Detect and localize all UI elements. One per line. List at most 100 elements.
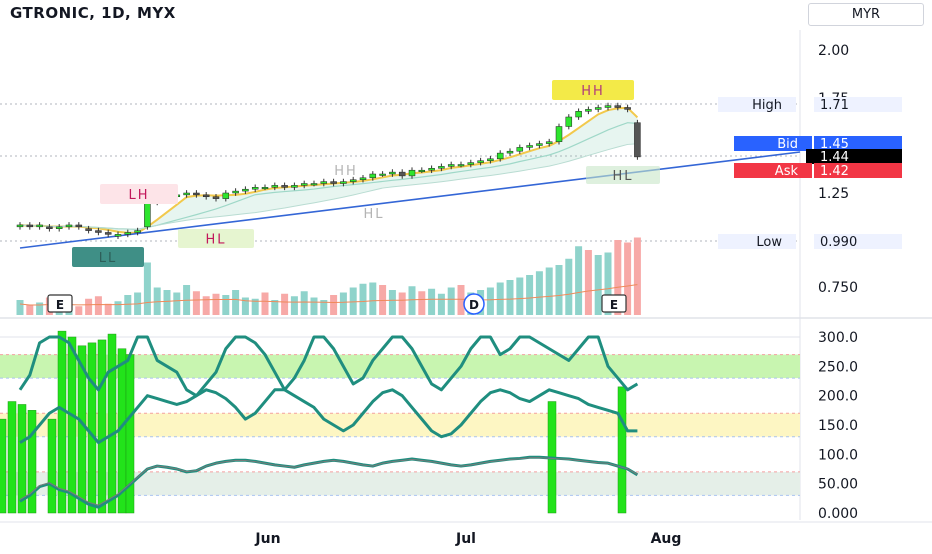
- oscillator-tick-label: 0.000: [818, 506, 858, 522]
- candle-body: [506, 150, 514, 154]
- pattern-label-box: [72, 247, 144, 267]
- oscillator-zone: [0, 413, 800, 437]
- oscillator-histogram-bar: [7, 401, 17, 514]
- volume-bar: [359, 283, 367, 315]
- pattern-label: HL: [612, 169, 633, 184]
- oscillator-tick-label: 100.0: [818, 447, 858, 463]
- candle-body: [408, 169, 416, 177]
- oscillator-histogram-bar: [97, 339, 107, 514]
- oscillator-zone: [0, 354, 800, 379]
- volume-bar: [261, 292, 269, 315]
- pattern-label-box: [100, 184, 178, 204]
- candle-body: [496, 152, 504, 160]
- oscillator-histogram-bar: [87, 342, 97, 514]
- volume-bar: [94, 296, 102, 315]
- volume-bar: [173, 292, 181, 315]
- price-label-value-box: [814, 97, 902, 112]
- oscillator-tick-label: 200.0: [818, 389, 858, 405]
- oscillator-signal-line: [19, 457, 638, 506]
- volume-bar: [26, 305, 34, 315]
- volume-bar: [418, 291, 426, 315]
- candle-body: [75, 224, 83, 228]
- oscillator-histogram-bar: [57, 330, 67, 514]
- event-marker: [601, 294, 627, 313]
- time-tick-label: Aug: [651, 531, 682, 547]
- oscillator-histogram-bar: [27, 410, 37, 514]
- candle-body: [545, 141, 553, 144]
- candle-body: [16, 224, 24, 228]
- candle-body: [457, 164, 465, 167]
- volume-bar: [496, 282, 504, 315]
- time-tick-label: Jul: [455, 531, 476, 547]
- volume-bar: [163, 290, 171, 315]
- price-label-value: 1.42: [820, 164, 849, 179]
- candle-body: [536, 143, 543, 146]
- candle-body: [477, 160, 484, 163]
- price-label-name: Bid: [777, 137, 798, 152]
- volume-bar: [104, 303, 112, 315]
- time-tick-label: Jun: [254, 531, 280, 547]
- volume-bar: [398, 292, 406, 315]
- candle-body: [467, 162, 475, 165]
- candle-body: [634, 122, 641, 158]
- candle-body: [202, 194, 210, 198]
- oscillator-tick-label: 150.0: [818, 418, 858, 434]
- candle-body: [555, 126, 563, 142]
- price-label-name: High: [752, 98, 782, 113]
- event-marker-label: D: [469, 298, 479, 312]
- pattern-label: HL: [205, 233, 226, 248]
- trend-line: [19, 151, 801, 249]
- volume-bar: [535, 271, 543, 315]
- candle-body: [251, 187, 259, 190]
- volume-bar: [614, 240, 622, 315]
- pattern-label-box: [552, 80, 634, 100]
- candle-body: [575, 111, 582, 118]
- candle-body: [300, 183, 308, 186]
- volume-bar: [143, 262, 151, 315]
- oscillator-histogram-bar: [617, 386, 627, 514]
- volume-bar: [447, 287, 455, 315]
- event-marker-label: E: [610, 298, 618, 312]
- volume-bar: [114, 301, 122, 315]
- volume-bar: [486, 287, 494, 315]
- pattern-label: HH: [334, 164, 358, 179]
- candle-body: [291, 185, 298, 188]
- candle-body: [55, 226, 63, 229]
- event-marker: [463, 293, 485, 315]
- pattern-label: LH: [128, 188, 149, 203]
- volume-bar: [624, 242, 632, 315]
- candle-body: [134, 230, 141, 233]
- price-label-value: 1.71: [820, 98, 849, 113]
- volume-bar: [16, 300, 24, 315]
- volume-bar: [202, 296, 210, 315]
- price-label-value: 1.44: [820, 150, 849, 165]
- price-label-value: 0.990: [820, 235, 857, 250]
- candle-body: [340, 181, 347, 184]
- candle-body: [369, 173, 377, 179]
- ma-band: [20, 107, 638, 233]
- volume-bar: [565, 258, 573, 315]
- candle-body: [114, 234, 122, 237]
- volume-bar: [212, 293, 220, 315]
- volume-bar: [330, 295, 338, 315]
- candle-body: [95, 230, 102, 233]
- volume-bar: [310, 297, 318, 315]
- candle-body: [26, 224, 34, 228]
- candle-body: [614, 105, 622, 108]
- volume-bar: [555, 265, 563, 315]
- candle-body: [65, 224, 73, 228]
- candle-body: [418, 169, 426, 172]
- candle-body: [144, 202, 151, 228]
- volume-bar: [369, 282, 377, 315]
- candle-body: [526, 145, 533, 148]
- volume-bar: [85, 298, 93, 315]
- volume-bar: [457, 285, 465, 315]
- oscillator-histogram-bar: [47, 418, 57, 514]
- oscillator-histogram-bar: [125, 354, 135, 514]
- volume-ma-line: [19, 284, 638, 306]
- price-label-value-box: [806, 149, 902, 164]
- currency-selector[interactable]: MYR: [808, 3, 924, 26]
- candle-body: [36, 224, 43, 228]
- candle-body: [398, 171, 406, 177]
